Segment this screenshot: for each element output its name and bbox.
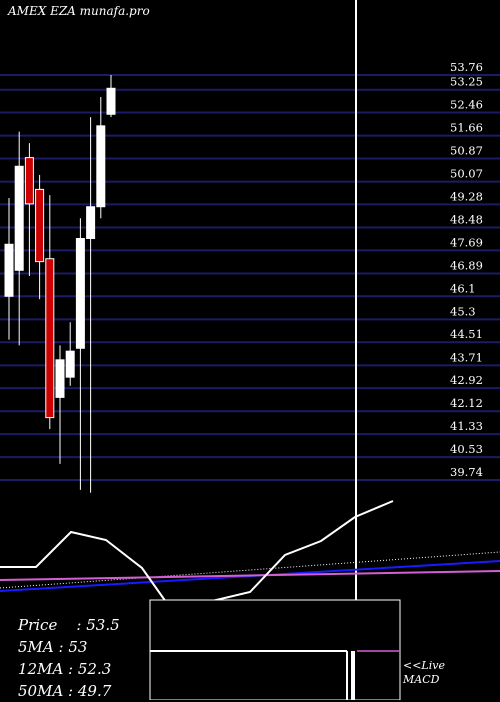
- price-tick-label: 46.89: [450, 258, 483, 272]
- candle-body: [65, 350, 75, 378]
- price-tick-label: 49.28: [450, 189, 483, 203]
- stats-panel: Price : 53.5 5MA : 53 12MA : 52.3 50MA :…: [18, 614, 120, 702]
- candle: [106, 75, 116, 118]
- indicator-overlay: [0, 500, 500, 604]
- candle-body: [14, 165, 24, 271]
- candle-body: [86, 206, 96, 240]
- price-tick-label: 39.74: [450, 465, 483, 479]
- candle: [45, 195, 55, 430]
- candle-body: [45, 258, 55, 419]
- candle: [24, 143, 34, 277]
- macd-live-text: <<Live: [403, 659, 445, 672]
- candle: [35, 174, 45, 300]
- price-tick-label: 41.33: [450, 419, 483, 433]
- price-tick-label: 44.51: [450, 327, 483, 341]
- price-tick-label: 42.12: [450, 396, 483, 410]
- price-grid-lines: [0, 74, 500, 481]
- macd-text: MACD: [403, 673, 440, 686]
- candle-body: [55, 359, 65, 398]
- candle: [86, 117, 96, 493]
- price-tick-label: 53.76: [450, 60, 483, 74]
- stat-12ma: 12MA : 52.3: [18, 660, 112, 678]
- candlestick-series: [4, 75, 116, 493]
- price-tick-label: 48.48: [450, 213, 483, 227]
- price-tick-label: 53.25: [450, 75, 483, 89]
- candle: [14, 131, 24, 346]
- stat-50ma: 50MA : 49.7: [18, 682, 112, 700]
- candle: [4, 198, 14, 340]
- chart-title: AMEX EZA munafa.pro: [8, 4, 150, 18]
- price-tick-label: 46.1: [450, 281, 476, 295]
- price-tick-label: 51.66: [450, 121, 483, 135]
- candle-body: [24, 157, 34, 205]
- macd-live-label: <<Live MACD: [403, 659, 445, 687]
- candle: [65, 322, 75, 386]
- stat-5ma: 5MA : 53: [18, 638, 88, 656]
- moving-average-line: [0, 551, 500, 589]
- price-tick-label: 45.3: [450, 304, 476, 318]
- moving-average-line: [0, 570, 500, 581]
- candle: [96, 96, 106, 219]
- candle-body: [35, 188, 45, 263]
- candle-body: [75, 238, 85, 349]
- price-tick-label: 43.71: [450, 350, 483, 364]
- price-tick-label: 40.53: [450, 442, 483, 456]
- macd-panel: [149, 599, 401, 700]
- price-tick-label: 42.92: [450, 373, 483, 387]
- price-tick-label: 47.69: [450, 235, 483, 249]
- candle: [55, 345, 65, 464]
- price-tick-label: 50.87: [450, 143, 483, 157]
- stat-price: Price : 53.5: [18, 616, 120, 634]
- price-tick-label: 50.07: [450, 167, 483, 181]
- candle-body: [96, 125, 106, 208]
- candle-body: [106, 87, 116, 115]
- candle: [75, 218, 85, 490]
- candle-body: [4, 243, 14, 297]
- price-tick-label: 52.46: [450, 98, 483, 112]
